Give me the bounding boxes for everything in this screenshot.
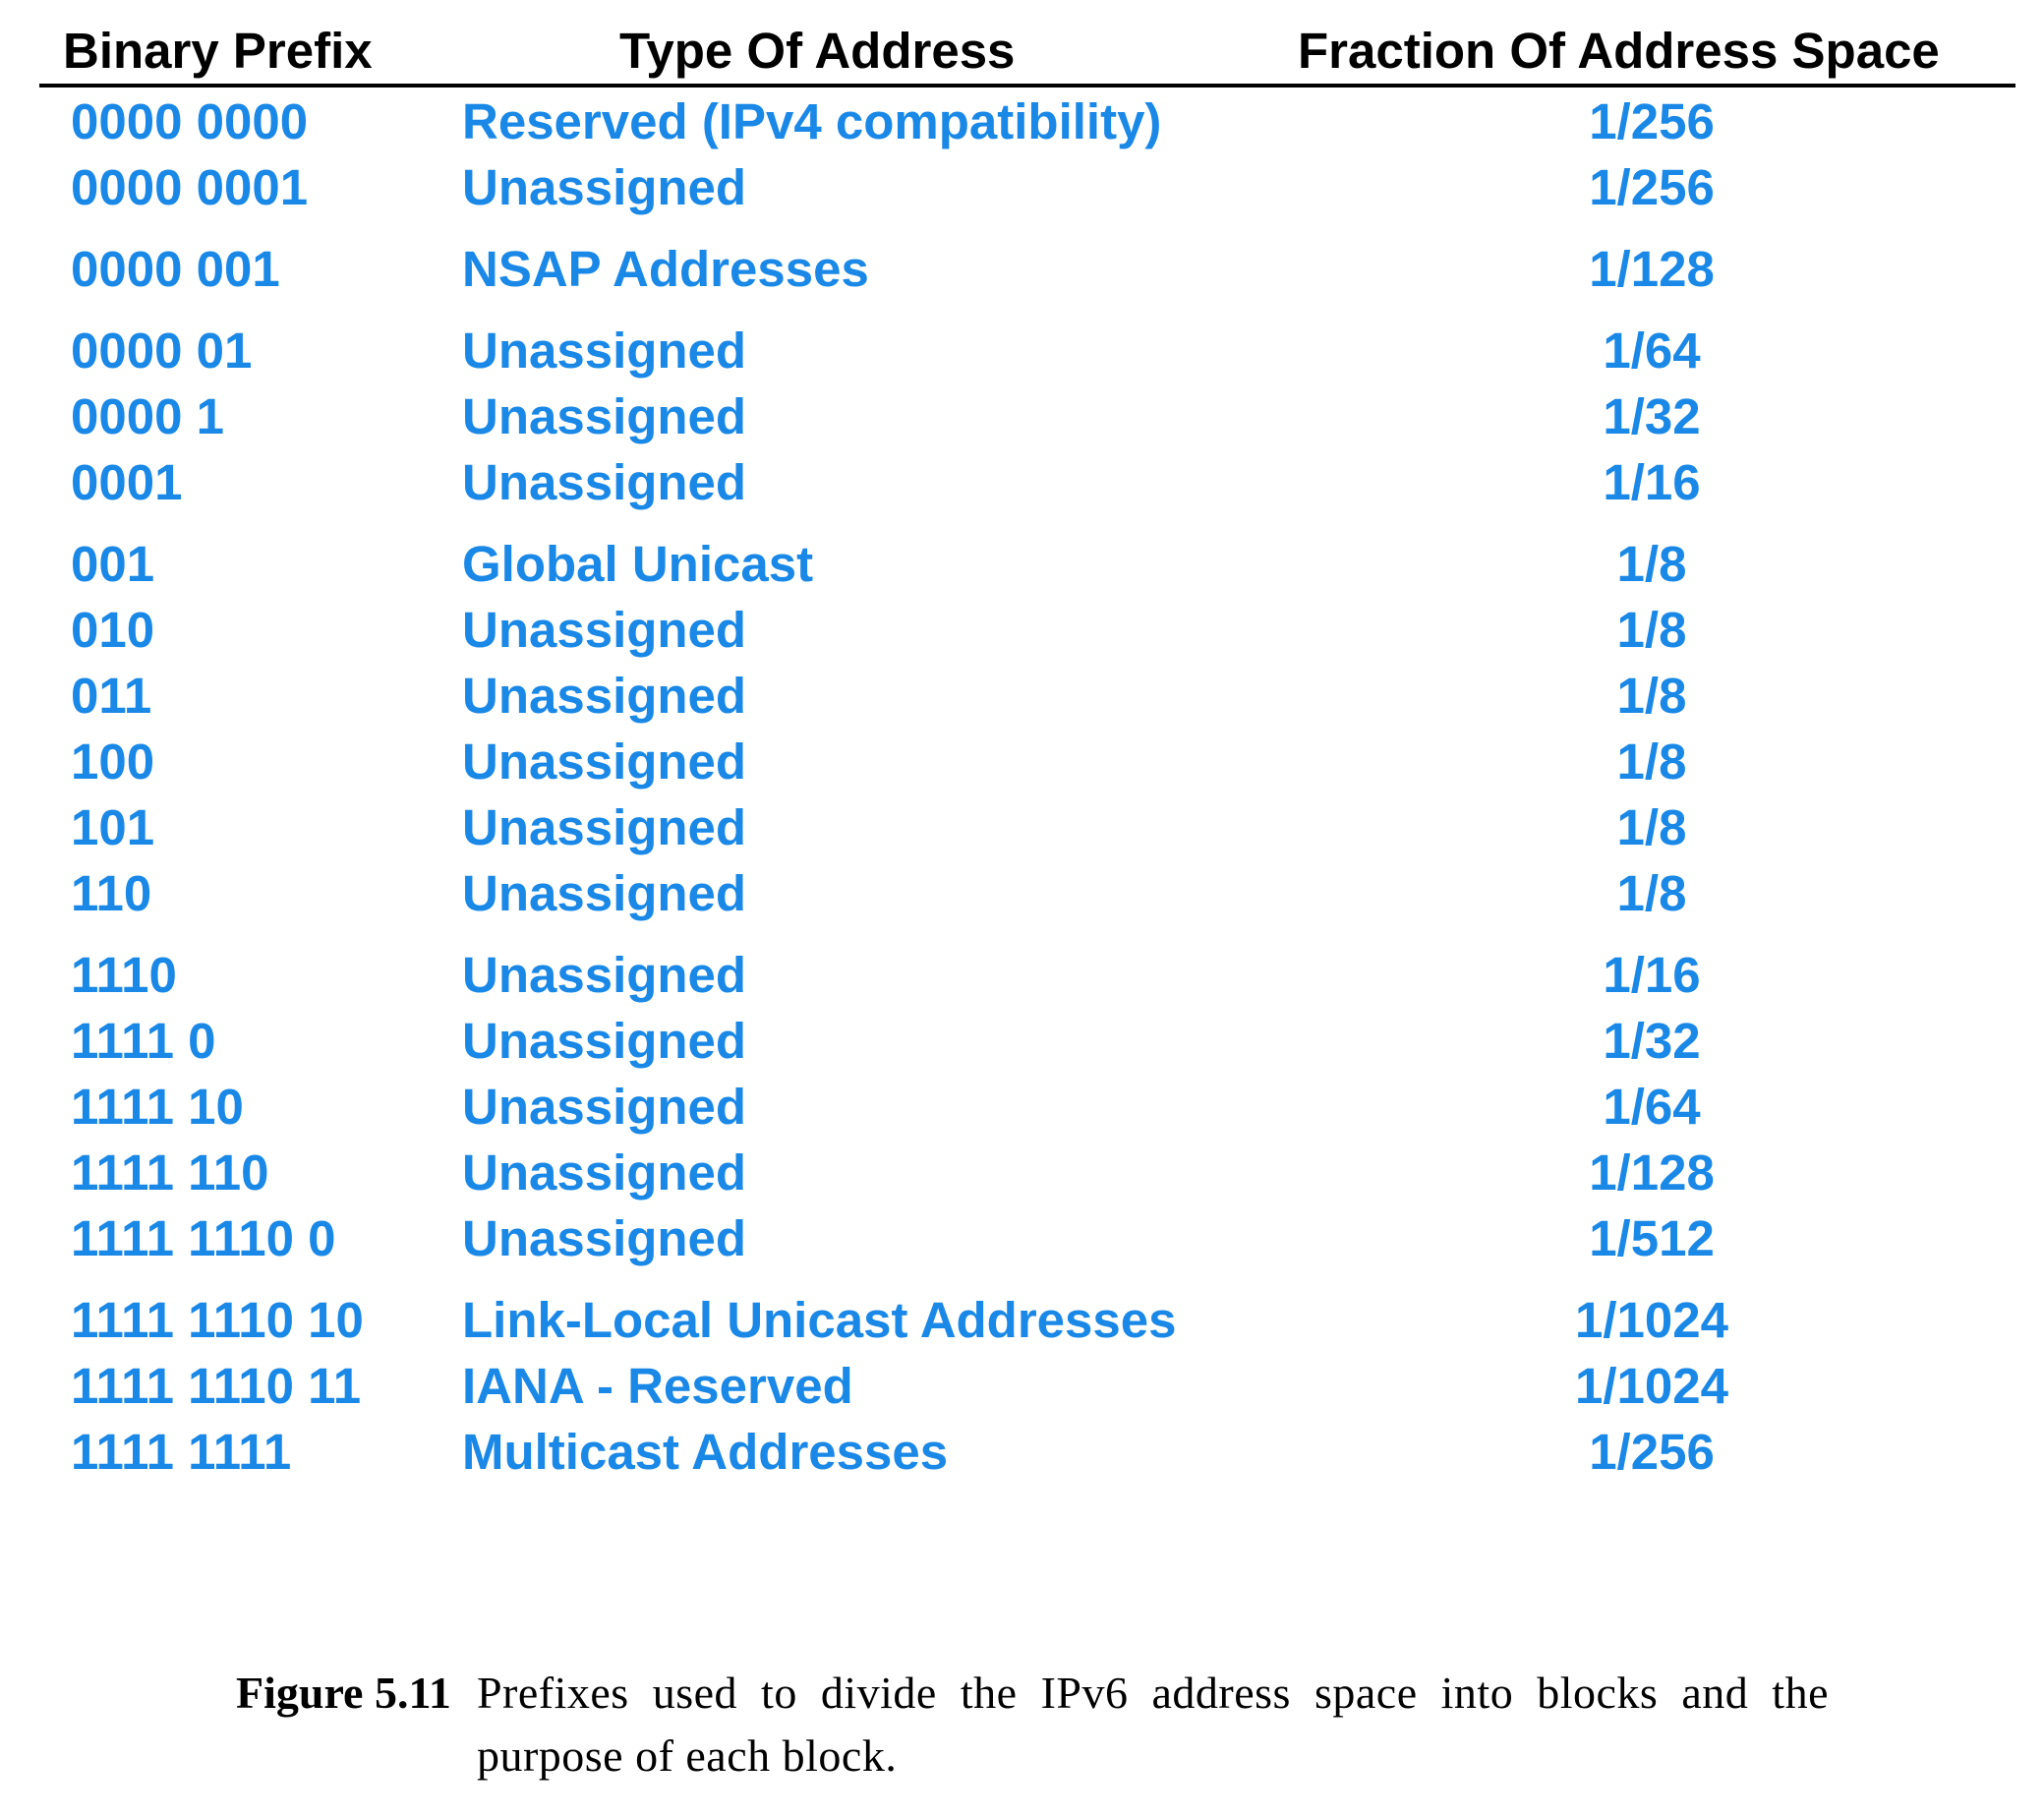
table-row: 0000 001 NSAP Addresses 1/128: [39, 236, 2015, 302]
cell-binary-prefix: 1111 0: [71, 1013, 216, 1069]
cell-fraction: 1/8: [1616, 602, 1687, 658]
cell-binary-prefix: 0000 0001: [71, 159, 309, 215]
cell-binary-prefix: 1110: [71, 947, 177, 1003]
header-binary-prefix: Binary Prefix: [63, 23, 373, 79]
table-row: 100 Unassigned 1/8: [39, 729, 2015, 794]
cell-binary-prefix: 1111 1111: [71, 1424, 292, 1480]
cell-fraction: 1/8: [1616, 865, 1687, 921]
cell-fraction: 1/32: [1603, 388, 1701, 444]
cell-binary-prefix: 0000 1: [71, 388, 224, 444]
cell-binary-prefix: 0001: [71, 454, 183, 510]
cell-binary-prefix: 0000 01: [71, 322, 253, 379]
cell-type-of-address: Unassigned: [462, 388, 747, 444]
row-group: 1110 Unassigned 1/16 1111 0 Unassigned 1/32 11…: [39, 942, 2015, 1271]
table-row: 0000 0000 Reserved (IPv4 compatibility) 1/…: [39, 88, 2015, 154]
caption-text: Prefixes used to divide the IPv6 address…: [476, 1668, 1829, 1781]
cell-fraction: 1/128: [1589, 241, 1715, 297]
table-row: 101 Unassigned 1/8: [39, 794, 2015, 860]
table-row: 010 Unassigned 1/8: [39, 597, 2015, 663]
cell-type-of-address: Unassigned: [462, 1210, 747, 1266]
table-row: 1111 1111 Multicast Addresses 1/256: [39, 1419, 2015, 1485]
table-row: 011 Unassigned 1/8: [39, 663, 2015, 729]
table-row: 0000 1 Unassigned 1/32: [39, 383, 2015, 449]
cell-fraction: 1/8: [1616, 668, 1687, 724]
cell-binary-prefix: 1111 10: [71, 1079, 244, 1135]
cell-type-of-address: Unassigned: [462, 1079, 747, 1135]
row-group: 001 Global Unicast 1/8 010 Unassigned 1/8 011 U…: [39, 531, 2015, 926]
cell-fraction: 1/1024: [1575, 1292, 1728, 1348]
cell-type-of-address: Global Unicast: [462, 536, 814, 592]
caption-label: Figure 5.11: [236, 1668, 451, 1718]
table-row: 1111 0 Unassigned 1/32: [39, 1008, 2015, 1074]
cell-type-of-address: Unassigned: [462, 947, 747, 1003]
row-group: 0000 0000 Reserved (IPv4 compatibility) 1/…: [39, 88, 2015, 220]
cell-binary-prefix: 0000 001: [71, 241, 280, 297]
table-row: 001 Global Unicast 1/8: [39, 531, 2015, 597]
cell-fraction: 1/256: [1589, 93, 1715, 149]
cell-fraction: 1/16: [1603, 454, 1701, 510]
cell-type-of-address: Reserved (IPv4 compatibility): [462, 93, 1162, 149]
table-row: 1111 1110 10 Link-Local Unicast Addresses…: [39, 1287, 2015, 1353]
table-row: 1111 1110 0 Unassigned 1/512: [39, 1205, 2015, 1271]
cell-type-of-address: Unassigned: [462, 602, 747, 658]
cell-type-of-address: Unassigned: [462, 1013, 747, 1069]
row-group: 0000 01 Unassigned 1/64 0000 1 Unassigned 1/3…: [39, 318, 2015, 515]
table-row: 0001 Unassigned 1/16: [39, 449, 2015, 515]
cell-binary-prefix: 0000 0000: [71, 93, 309, 149]
cell-type-of-address: Unassigned: [462, 668, 747, 724]
cell-type-of-address: Unassigned: [462, 454, 747, 510]
cell-type-of-address: Unassigned: [462, 865, 747, 921]
cell-fraction: 1/8: [1616, 799, 1687, 855]
figure-caption: Figure 5.11 Prefixes used to divide the …: [236, 1662, 1829, 1788]
header-rule: [39, 84, 2015, 88]
table-row: 110 Unassigned 1/8: [39, 860, 2015, 926]
cell-binary-prefix: 1111 110: [71, 1144, 269, 1201]
table-body: 0000 0000 Reserved (IPv4 compatibility) 1/…: [39, 88, 2015, 1485]
cell-fraction: 1/32: [1603, 1013, 1701, 1069]
cell-type-of-address: Unassigned: [462, 799, 747, 855]
cell-type-of-address: Link-Local Unicast Addresses: [462, 1292, 1177, 1348]
cell-fraction: 1/16: [1603, 947, 1701, 1003]
table-row: 1111 1110 11 IANA - Reserved 1/1024: [39, 1353, 2015, 1419]
cell-type-of-address: Unassigned: [462, 1144, 747, 1201]
cell-binary-prefix: 1111 1110 0: [71, 1210, 336, 1266]
cell-binary-prefix: 110: [71, 865, 152, 921]
cell-type-of-address: Multicast Addresses: [462, 1424, 949, 1480]
cell-fraction: 1/256: [1589, 1424, 1715, 1480]
cell-binary-prefix: 001: [71, 536, 155, 592]
cell-fraction: 1/8: [1616, 733, 1687, 790]
cell-fraction: 1/64: [1603, 1079, 1701, 1135]
cell-fraction: 1/256: [1589, 159, 1715, 215]
cell-type-of-address: NSAP Addresses: [462, 241, 869, 297]
ipv6-prefix-table: Binary Prefix Type Of Address Fraction O…: [39, 0, 2015, 1500]
cell-binary-prefix: 100: [71, 733, 155, 790]
table-row: 0000 0001 Unassigned 1/256: [39, 154, 2015, 220]
cell-binary-prefix: 1111 1110 11: [71, 1358, 362, 1414]
cell-binary-prefix: 010: [71, 602, 155, 658]
cell-binary-prefix: 011: [71, 668, 152, 724]
table-header: Binary Prefix Type Of Address Fraction O…: [39, 0, 2015, 88]
row-group: 1111 1110 10 Link-Local Unicast Addresses…: [39, 1287, 2015, 1485]
header-fraction-of-address-space: Fraction Of Address Space: [1298, 23, 1940, 79]
table-row: 1111 110 Unassigned 1/128: [39, 1140, 2015, 1205]
table-row: 1110 Unassigned 1/16: [39, 942, 2015, 1008]
cell-fraction: 1/1024: [1575, 1358, 1728, 1414]
cell-type-of-address: Unassigned: [462, 322, 747, 379]
header-type-of-address: Type Of Address: [619, 23, 1016, 79]
cell-type-of-address: Unassigned: [462, 159, 747, 215]
cell-type-of-address: IANA - Reserved: [462, 1358, 853, 1414]
cell-binary-prefix: 101: [71, 799, 155, 855]
cell-binary-prefix: 1111 1110 10: [71, 1292, 364, 1348]
cell-fraction: 1/64: [1603, 322, 1701, 379]
row-group: 0000 001 NSAP Addresses 1/128: [39, 236, 2015, 302]
table-row: 0000 01 Unassigned 1/64: [39, 318, 2015, 383]
cell-fraction: 1/512: [1589, 1210, 1715, 1266]
cell-fraction: 1/8: [1616, 536, 1687, 592]
table-row: 1111 10 Unassigned 1/64: [39, 1074, 2015, 1140]
cell-type-of-address: Unassigned: [462, 733, 747, 790]
cell-fraction: 1/128: [1589, 1144, 1715, 1201]
